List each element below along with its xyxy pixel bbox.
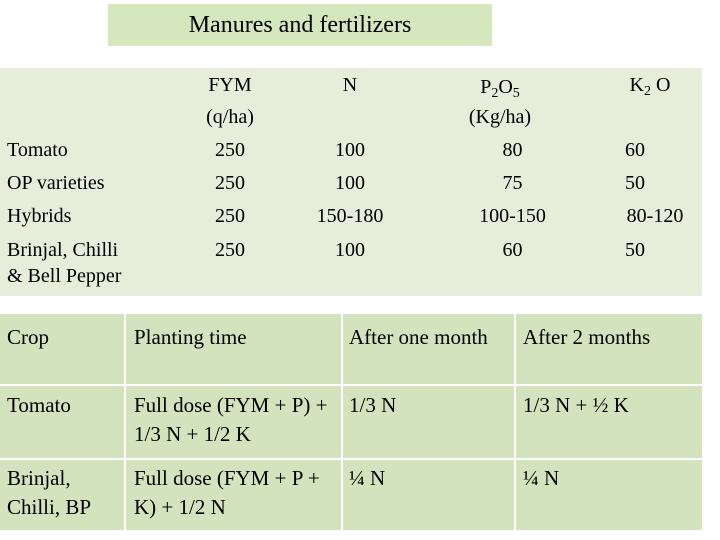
cell-after-two-months: 1/3 N + ½ K: [523, 393, 629, 417]
column-divider: [514, 314, 516, 530]
header-p-unit: (Kg/ha): [468, 106, 532, 128]
cell-k: 50: [625, 239, 645, 261]
header-k2o: K2 O: [629, 74, 671, 99]
header-fym-unit: (q/ha): [206, 106, 254, 128]
cell-after-two-months: ¼ N: [523, 466, 560, 490]
cell-k: 60: [625, 139, 645, 161]
table-row-crop: Tomato: [7, 393, 71, 417]
table-row-crop: Brinjal, Chilli: [7, 239, 119, 261]
table-row-crop: OP varieties: [7, 172, 105, 194]
cell-p: 75: [502, 172, 523, 194]
header-fym: FYM: [208, 74, 252, 96]
header-planting-time: Planting time: [134, 325, 247, 349]
cell-k: 50: [625, 172, 645, 194]
cell-after-one-month: 1/3 N: [349, 393, 397, 417]
cell-k: 80-120: [626, 205, 684, 227]
header-p2o5: P2O5: [480, 76, 520, 101]
cell-n: 150-180: [316, 205, 384, 227]
cell-fym: 250: [215, 139, 245, 161]
cell-planting-time: Full dose (FYM + P) + 1/3 N + 1/2 K: [134, 393, 328, 446]
table-row-crop-line2: & Bell Pepper: [7, 265, 122, 287]
cell-n: 100: [335, 172, 365, 194]
header-n: N: [342, 74, 358, 96]
schedule-table: Crop Planting time After one month After…: [0, 314, 702, 530]
table-row-crop: Hybrids: [7, 205, 72, 227]
cell-n: 100: [335, 239, 365, 261]
row-divider: [0, 458, 702, 460]
slide-title: Manures and fertilizers: [108, 4, 492, 46]
column-divider: [341, 314, 343, 530]
dose-table: FYM (q/ha) N P2O5 (Kg/ha) K2 O Tomato 25…: [0, 68, 702, 296]
table-row-crop: Brinjal, Chilli, BP: [7, 466, 92, 519]
cell-p: 60: [502, 239, 523, 261]
cell-fym: 250: [215, 172, 245, 194]
cell-p: 100-150: [479, 205, 546, 227]
cell-planting-time: Full dose (FYM + P + K) + 1/2 N: [134, 466, 320, 519]
header-after-one-month: After one month: [349, 325, 488, 349]
header-crop: Crop: [7, 325, 49, 349]
column-divider: [124, 314, 126, 530]
row-divider: [0, 384, 702, 386]
cell-fym: 250: [215, 205, 245, 227]
cell-fym: 250: [215, 239, 245, 261]
header-after-two-months: After 2 months: [523, 325, 651, 349]
table-row-crop: Tomato: [7, 139, 68, 161]
cell-after-one-month: ¼ N: [349, 466, 386, 490]
cell-n: 100: [335, 139, 365, 161]
cell-p: 80: [502, 139, 523, 161]
